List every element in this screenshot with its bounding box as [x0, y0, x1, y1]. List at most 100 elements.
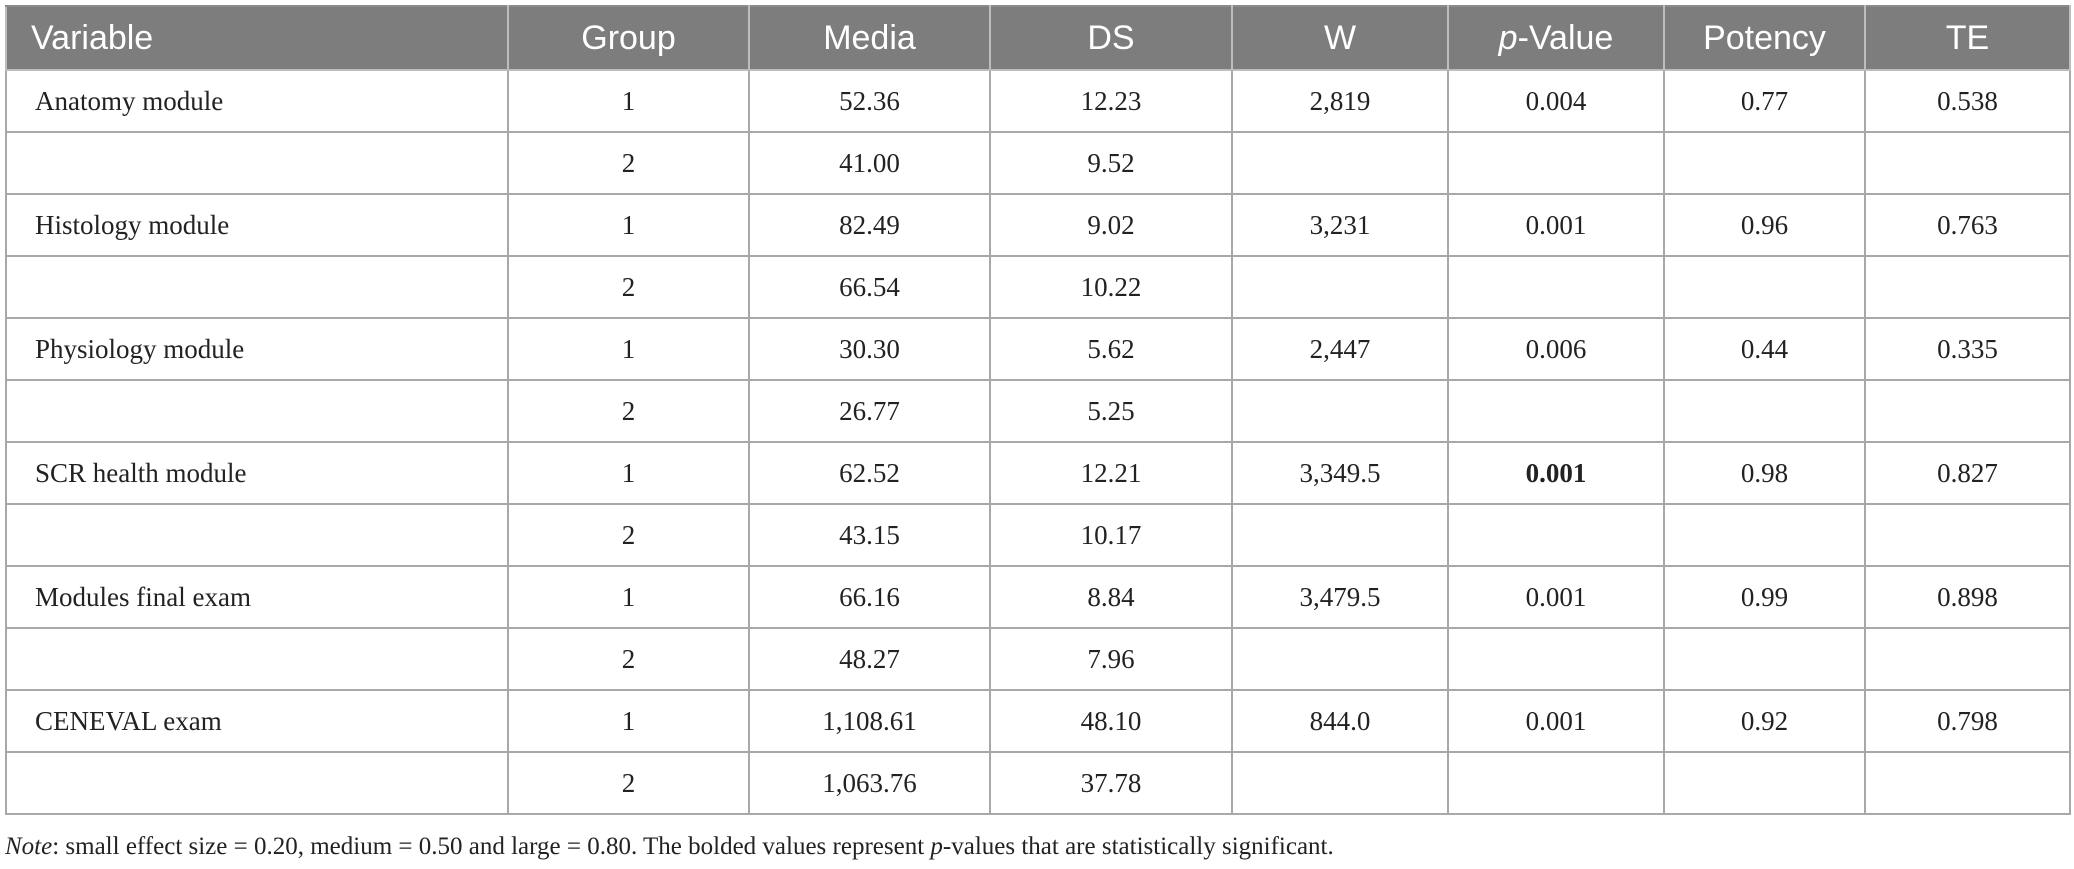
- header-p-suffix: -Value: [1517, 18, 1614, 57]
- cell-media: 48.27: [748, 627, 991, 691]
- cell-w: [1231, 503, 1449, 567]
- cell-group: 2: [507, 131, 750, 195]
- cell-group: 1: [507, 317, 750, 381]
- cell-ds: 12.21: [989, 441, 1233, 505]
- table-row: 2 41.00 9.52: [5, 131, 2071, 195]
- table-row: CENEVAL exam 1 1,108.61 48.10 844.0 0.001 0.92…: [5, 689, 2071, 753]
- cell-potency: 0.98: [1663, 441, 1866, 505]
- cell-potency: 0.99: [1663, 565, 1866, 629]
- note-p-italic: p: [930, 833, 943, 860]
- cell-potency: 0.44: [1663, 317, 1866, 381]
- header-w: W: [1231, 5, 1449, 71]
- table-row: 2 43.15 10.17: [5, 503, 2071, 567]
- cell-ds: 9.02: [989, 193, 1233, 257]
- cell-media: 26.77: [748, 379, 991, 443]
- cell-potency: [1663, 627, 1866, 691]
- cell-p-value: 0.001: [1447, 689, 1665, 753]
- cell-potency: 0.96: [1663, 193, 1866, 257]
- cell-media: 52.36: [748, 69, 991, 133]
- header-row: Variable Group Media DS W p-Value Potenc…: [5, 5, 2071, 71]
- cell-variable: [5, 627, 509, 691]
- cell-variable: SCR health module: [5, 441, 509, 505]
- cell-te: [1864, 379, 2071, 443]
- cell-variable: [5, 131, 509, 195]
- cell-te: 0.898: [1864, 565, 2071, 629]
- cell-w: 3,479.5: [1231, 565, 1449, 629]
- cell-variable: Anatomy module: [5, 69, 509, 133]
- cell-group: 2: [507, 379, 750, 443]
- cell-ds: 48.10: [989, 689, 1233, 753]
- header-variable: Variable: [5, 5, 509, 71]
- cell-media: 41.00: [748, 131, 991, 195]
- cell-potency: [1663, 503, 1866, 567]
- table-row: SCR health module 1 62.52 12.21 3,349.5 0.001…: [5, 441, 2071, 505]
- cell-media: 43.15: [748, 503, 991, 567]
- cell-variable: [5, 751, 509, 815]
- cell-te: 0.763: [1864, 193, 2071, 257]
- header-p-value: p-Value: [1447, 5, 1665, 71]
- cell-variable: Physiology module: [5, 317, 509, 381]
- cell-media: 66.16: [748, 565, 991, 629]
- cell-ds: 10.17: [989, 503, 1233, 567]
- cell-group: 2: [507, 503, 750, 567]
- note-text-part1: : small effect size = 0.20, medium = 0.5…: [52, 833, 931, 860]
- cell-te: [1864, 131, 2071, 195]
- cell-potency: [1663, 255, 1866, 319]
- cell-w: [1231, 379, 1449, 443]
- header-p-italic: p: [1498, 18, 1518, 57]
- table-body: Anatomy module 1 52.36 12.23 2,819 0.004 0.77 0…: [5, 69, 2071, 815]
- cell-group: 2: [507, 751, 750, 815]
- cell-group: 2: [507, 255, 750, 319]
- note-text-part2: -values that are statistically significa…: [942, 833, 1334, 860]
- cell-w: [1231, 131, 1449, 195]
- cell-media: 1,108.61: [748, 689, 991, 753]
- cell-w: [1231, 751, 1449, 815]
- cell-variable: [5, 255, 509, 319]
- cell-p-value: 0.004: [1447, 69, 1665, 133]
- cell-w: [1231, 255, 1449, 319]
- header-ds: DS: [989, 5, 1233, 71]
- cell-variable: [5, 503, 509, 567]
- cell-w: 2,447: [1231, 317, 1449, 381]
- cell-te: [1864, 255, 2071, 319]
- cell-te: [1864, 627, 2071, 691]
- cell-te: 0.335: [1864, 317, 2071, 381]
- table-note: Note: small effect size = 0.20, medium =…: [5, 833, 1334, 861]
- header-group: Group: [507, 5, 750, 71]
- cell-p-value: [1447, 379, 1665, 443]
- cell-group: 1: [507, 689, 750, 753]
- cell-p-value: 0.001: [1447, 441, 1665, 505]
- cell-variable: Histology module: [5, 193, 509, 257]
- cell-w: 3,349.5: [1231, 441, 1449, 505]
- cell-ds: 5.25: [989, 379, 1233, 443]
- cell-p-value: 0.001: [1447, 565, 1665, 629]
- cell-ds: 12.23: [989, 69, 1233, 133]
- table-row: 2 1,063.76 37.78: [5, 751, 2071, 815]
- cell-media: 1,063.76: [748, 751, 991, 815]
- cell-potency: 0.92: [1663, 689, 1866, 753]
- table-row: Anatomy module 1 52.36 12.23 2,819 0.004 0.77 0…: [5, 69, 2071, 133]
- cell-p-value: [1447, 503, 1665, 567]
- cell-media: 82.49: [748, 193, 991, 257]
- cell-w: [1231, 627, 1449, 691]
- cell-potency: [1663, 131, 1866, 195]
- cell-p-value: [1447, 751, 1665, 815]
- cell-group: 1: [507, 193, 750, 257]
- cell-potency: 0.77: [1663, 69, 1866, 133]
- cell-te: 0.827: [1864, 441, 2071, 505]
- cell-potency: [1663, 379, 1866, 443]
- cell-ds: 37.78: [989, 751, 1233, 815]
- cell-p-value: [1447, 627, 1665, 691]
- cell-te: [1864, 751, 2071, 815]
- cell-ds: 9.52: [989, 131, 1233, 195]
- cell-media: 62.52: [748, 441, 991, 505]
- table-header: Variable Group Media DS W p-Value Potenc…: [5, 5, 2071, 71]
- results-table: Variable Group Media DS W p-Value Potenc…: [5, 5, 2071, 815]
- table-row: 2 48.27 7.96: [5, 627, 2071, 691]
- cell-p-value: [1447, 255, 1665, 319]
- cell-variable: Modules final exam: [5, 565, 509, 629]
- cell-group: 1: [507, 441, 750, 505]
- table-row: 2 66.54 10.22: [5, 255, 2071, 319]
- cell-media: 66.54: [748, 255, 991, 319]
- header-potency: Potency: [1663, 5, 1866, 71]
